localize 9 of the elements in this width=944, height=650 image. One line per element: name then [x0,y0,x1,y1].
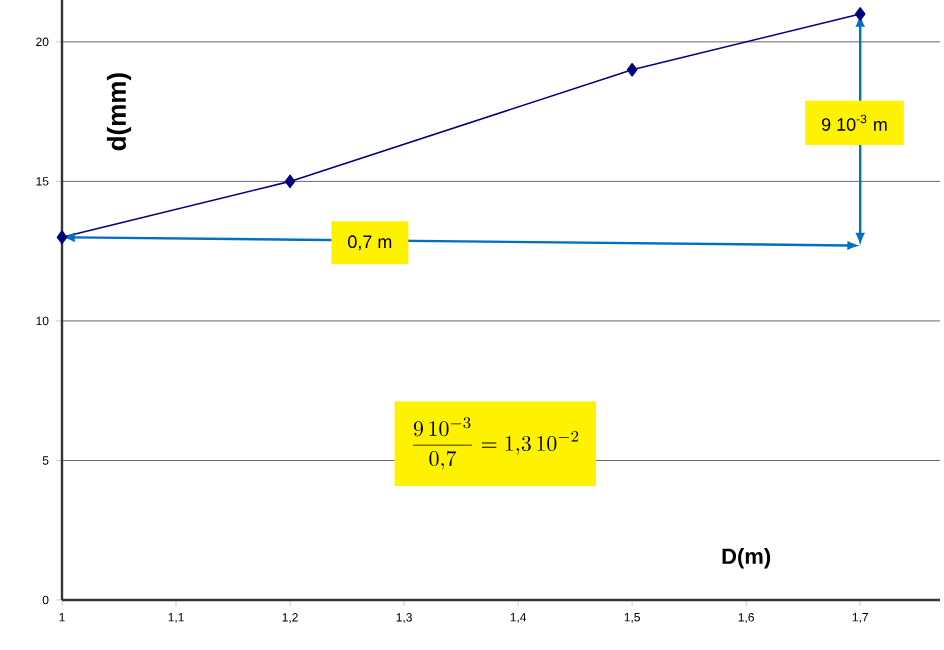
point [284,174,296,189]
point [56,230,68,245]
y-axis-title: d(mm) [106,73,132,151]
annotation: 0,7 m [348,235,392,251]
annotation: 9 10$^{-3}$ m [821,114,887,131]
point [854,7,866,21]
point [626,62,638,77]
x-axis-title: D(m) [722,547,771,569]
annotation: $\frac{9\,10^{-3}}{0{,}7}=1{,}3\,10^{-2}$ [412,417,579,470]
